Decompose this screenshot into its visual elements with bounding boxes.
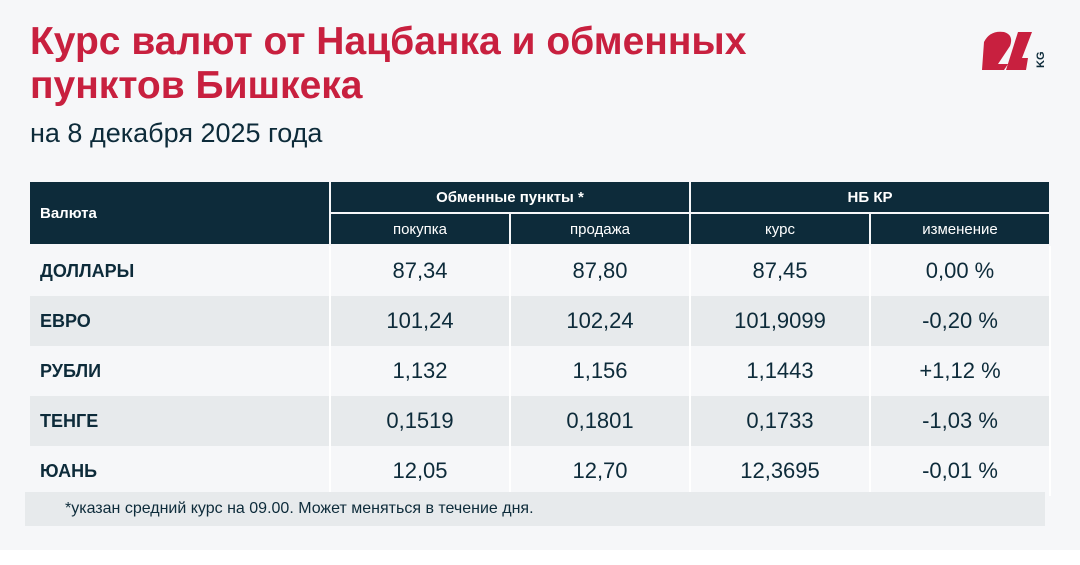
page-subtitle: на 8 декабря 2025 года <box>30 118 323 148</box>
table-row: ДОЛЛАРЫ 87,34 87,80 87,45 0,00 % <box>30 245 1052 296</box>
buy-value: 1,132 <box>329 346 511 396</box>
currency-name: РУБЛИ <box>30 346 331 396</box>
header-change: изменение <box>868 212 1052 246</box>
table-row: ЮАНЬ 12,05 12,70 12,3695 -0,01 % <box>30 446 1052 496</box>
header-rate: курс <box>689 212 871 246</box>
svg-text:KG: KG <box>1035 52 1047 69</box>
footnote: *указан средний курс на 09.00. Может мен… <box>25 492 1045 526</box>
sell-value: 12,70 <box>509 446 691 496</box>
table-row: ЕВРО 101,24 102,24 101,9099 -0,20 % <box>30 296 1052 346</box>
nb-rate-value: 1,1443 <box>689 346 871 396</box>
buy-value: 87,34 <box>329 245 511 296</box>
sell-value: 1,156 <box>509 346 691 396</box>
nb-rate-value: 101,9099 <box>689 296 871 346</box>
currency-name: ЮАНЬ <box>30 446 331 496</box>
buy-value: 0,1519 <box>329 396 511 446</box>
nb-change-value: -0,20 % <box>868 296 1052 346</box>
nb-change-value: -0,01 % <box>868 446 1052 496</box>
header-exchange-points: Обменные пункты * <box>329 180 691 214</box>
currency-name: ЕВРО <box>30 296 331 346</box>
currency-name: ДОЛЛАРЫ <box>30 245 331 296</box>
sell-value: 87,80 <box>509 245 691 296</box>
sell-value: 102,24 <box>509 296 691 346</box>
buy-value: 12,05 <box>329 446 511 496</box>
nb-change-value: +1,12 % <box>868 346 1052 396</box>
header-currency: Валюта <box>30 180 331 246</box>
nb-change-value: 0,00 % <box>868 245 1052 296</box>
buy-value: 101,24 <box>329 296 511 346</box>
table-row: ТЕНГЕ 0,1519 0,1801 0,1733 -1,03 % <box>30 396 1052 446</box>
nb-rate-value: 87,45 <box>689 245 871 296</box>
currency-name: ТЕНГЕ <box>30 396 331 446</box>
page-title: Курс валют от Нацбанка и обменных пункто… <box>30 20 747 107</box>
nb-rate-value: 0,1733 <box>689 396 871 446</box>
logo-24kg: KG <box>982 31 1047 70</box>
header-nbkr: НБ КР <box>688 180 1052 214</box>
table-row: РУБЛИ 1,132 1,156 1,1443 +1,12 % <box>30 346 1052 396</box>
sell-value: 0,1801 <box>509 396 691 446</box>
header-sell: продажа <box>509 212 691 246</box>
currency-table: Валюта Обменные пункты * НБ КР покупка п… <box>30 180 1052 496</box>
nb-change-value: -1,03 % <box>868 396 1052 446</box>
header-buy: покупка <box>329 212 511 246</box>
nb-rate-value: 12,3695 <box>689 446 871 496</box>
